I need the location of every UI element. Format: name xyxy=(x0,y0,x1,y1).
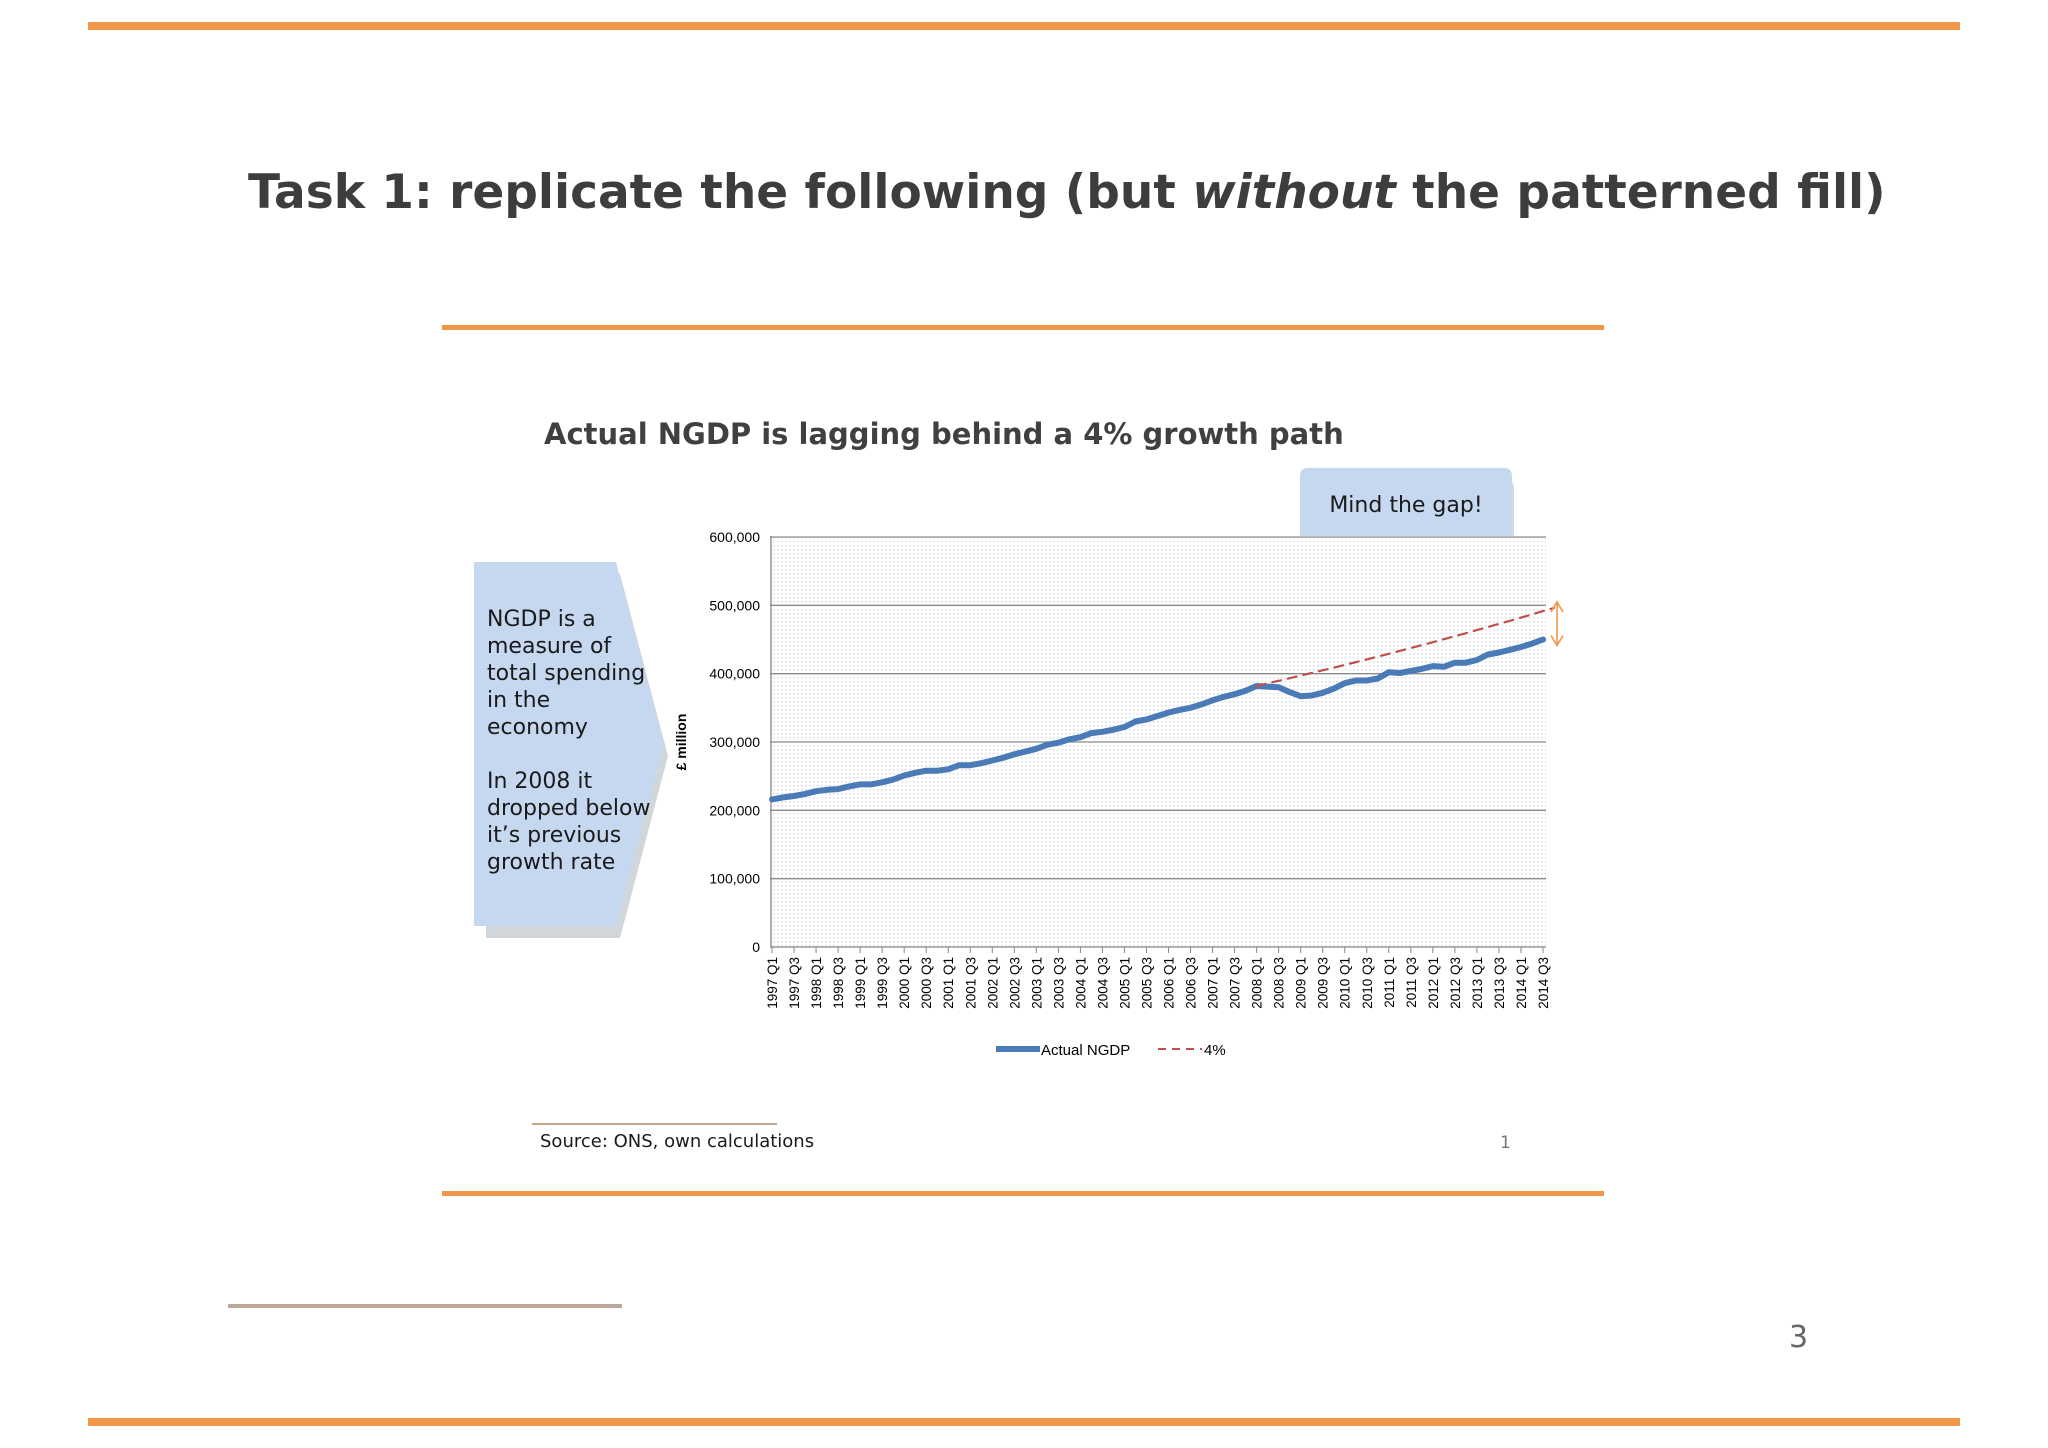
x-tick-label: 2010 Q3 xyxy=(1360,957,1375,1009)
gap-arrow-head-icon xyxy=(1550,600,1564,613)
page-number: 3 xyxy=(1789,1320,1809,1355)
side-info-line: in the xyxy=(487,688,551,713)
y-axis-label: £ million xyxy=(673,714,689,771)
x-tick-label: 2009 Q1 xyxy=(1294,957,1309,1009)
side-info-line: growth rate xyxy=(487,850,616,875)
x-tick-label: 2006 Q3 xyxy=(1184,957,1199,1009)
y-tick-label: 0 xyxy=(752,939,760,955)
x-tick-label: 2014 Q1 xyxy=(1514,957,1529,1009)
x-tick-label: 2006 Q1 xyxy=(1162,957,1177,1009)
slide-title-emphasis: without xyxy=(1192,165,1396,220)
side-info-line: dropped below xyxy=(487,796,651,821)
inner-page-number: 1 xyxy=(1500,1133,1511,1153)
x-tick-label: 2008 Q3 xyxy=(1272,957,1287,1009)
x-tick-label: 2005 Q3 xyxy=(1139,957,1154,1009)
image-bottom-bar xyxy=(442,1191,1604,1196)
x-tick-label: 2013 Q3 xyxy=(1492,957,1507,1009)
x-tick-label: 2000 Q3 xyxy=(919,957,934,1009)
x-tick-label: 2003 Q1 xyxy=(1029,957,1044,1009)
x-tick-label: 2001 Q1 xyxy=(941,957,956,1009)
x-tick-label: 2014 Q3 xyxy=(1536,957,1551,1009)
source-divider xyxy=(532,1123,777,1125)
x-tick-label: 2012 Q3 xyxy=(1448,957,1463,1009)
x-tick-label: 2004 Q3 xyxy=(1095,957,1110,1009)
image-top-bar xyxy=(442,325,1604,330)
x-tick-label: 2005 Q1 xyxy=(1117,957,1132,1009)
slide-title: Task 1: replicate the following (but wit… xyxy=(248,165,1886,220)
side-info-line: it’s previous xyxy=(487,823,622,848)
x-tick-label: 2010 Q1 xyxy=(1338,957,1353,1009)
side-info-line: total spending xyxy=(487,661,646,686)
legend-label-trend: 4% xyxy=(1204,1042,1226,1059)
x-tick-label: 2007 Q3 xyxy=(1228,957,1243,1009)
side-info-line: economy xyxy=(487,715,588,740)
top-accent-bar xyxy=(88,22,1960,30)
y-tick-label: 500,000 xyxy=(709,597,760,613)
series-actual-ngdp-line xyxy=(769,636,1546,803)
x-tick-label: 2011 Q3 xyxy=(1404,957,1419,1008)
side-info-box xyxy=(474,562,668,938)
y-tick-label: 300,000 xyxy=(709,734,760,750)
x-tick-label: 2000 Q1 xyxy=(897,957,912,1009)
x-tick-label: 2002 Q1 xyxy=(985,957,1000,1009)
x-tick-label: 1998 Q1 xyxy=(809,957,824,1009)
source-note: Source: ONS, own calculations xyxy=(540,1131,815,1152)
x-tick-label: 2004 Q1 xyxy=(1073,957,1088,1009)
side-info-line: NGDP is a xyxy=(487,607,596,632)
x-tick-label: 2002 Q3 xyxy=(1007,957,1022,1009)
x-tick-label: 2008 Q1 xyxy=(1250,957,1265,1009)
legend-label-actual: Actual NGDP xyxy=(1041,1042,1130,1059)
y-tick-label: 400,000 xyxy=(709,666,760,682)
callout-text: Mind the gap! xyxy=(1329,493,1483,518)
chart-title: Actual NGDP is lagging behind a 4% growt… xyxy=(544,417,1344,451)
side-info-line: measure of xyxy=(487,634,612,659)
bottom-accent-bar xyxy=(88,1418,1960,1426)
side-info-text: NGDP is a measure of total spending in the e… xyxy=(487,606,657,876)
footer-divider xyxy=(228,1304,622,1308)
x-tick-label: 2007 Q1 xyxy=(1206,957,1221,1009)
y-tick-label: 200,000 xyxy=(709,802,760,818)
y-tick-label: 100,000 xyxy=(709,871,760,887)
x-tick-label: 1997 Q1 xyxy=(765,957,780,1009)
x-tick-label: 1999 Q1 xyxy=(853,957,868,1009)
x-tick-label: 2003 Q3 xyxy=(1051,957,1066,1009)
x-tick-label: 1997 Q3 xyxy=(787,957,802,1009)
series-4pct-trend-line xyxy=(1255,606,1556,688)
gap-arrow-head-icon xyxy=(1550,635,1564,648)
x-tick-label: 2011 Q1 xyxy=(1382,957,1397,1008)
x-tick-label: 1998 Q3 xyxy=(831,957,846,1009)
x-tick-label: 2009 Q3 xyxy=(1316,957,1331,1009)
x-tick-label: 2001 Q3 xyxy=(963,957,978,1009)
y-tick-label: 600,000 xyxy=(709,529,760,545)
x-tick-label: 2013 Q1 xyxy=(1470,957,1485,1009)
x-tick-label: 2012 Q1 xyxy=(1426,957,1441,1009)
side-info-line: In 2008 it xyxy=(487,769,593,794)
x-tick-label: 1999 Q3 xyxy=(875,957,890,1009)
